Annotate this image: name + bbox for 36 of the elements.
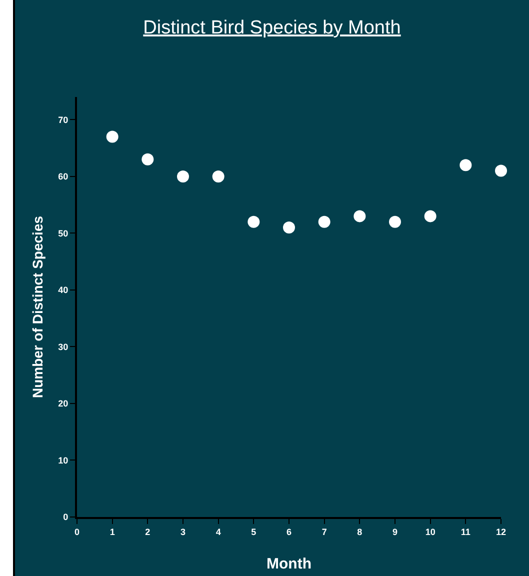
y-axis-title: Number of Distinct Species [29, 216, 46, 398]
point [460, 159, 472, 172]
x-tick-label: 12 [496, 526, 506, 537]
x-tick-label: 4 [216, 526, 221, 537]
y-tick-label: 0 [63, 512, 68, 522]
point [212, 170, 224, 182]
y-tick-label: 50 [58, 228, 68, 238]
x-tick-label: 5 [251, 526, 256, 537]
x-tick-label: 0 [74, 526, 80, 537]
point [283, 222, 295, 234]
x-tick-label: 7 [322, 526, 327, 537]
y-tick-label: 30 [58, 342, 68, 352]
y-tick-label: 70 [58, 114, 68, 125]
x-tick-label: 6 [286, 526, 292, 537]
point [248, 216, 260, 228]
point [495, 164, 507, 177]
point [106, 130, 118, 143]
point [354, 210, 366, 222]
point [424, 210, 436, 222]
x-tick-label: 9 [392, 526, 398, 537]
x-tick-label: 1 [110, 526, 115, 537]
point [318, 216, 330, 228]
x-tick-label: 8 [357, 526, 362, 537]
point [142, 153, 154, 166]
point [177, 170, 189, 182]
y-tick-label: 60 [58, 172, 68, 182]
x-axis-title: Month [266, 555, 312, 572]
x-tick-label: 10 [425, 526, 436, 537]
y-tick-label: 40 [58, 285, 68, 296]
x-tick-label: 2 [145, 526, 150, 537]
x-tick-label: 11 [460, 526, 470, 537]
point [389, 216, 401, 228]
y-tick-label: 10 [58, 455, 68, 466]
x-tick-label: 3 [180, 526, 186, 537]
y-tick-label: 20 [58, 398, 68, 409]
chart-title: Distinct Bird Species by Month [143, 18, 401, 39]
